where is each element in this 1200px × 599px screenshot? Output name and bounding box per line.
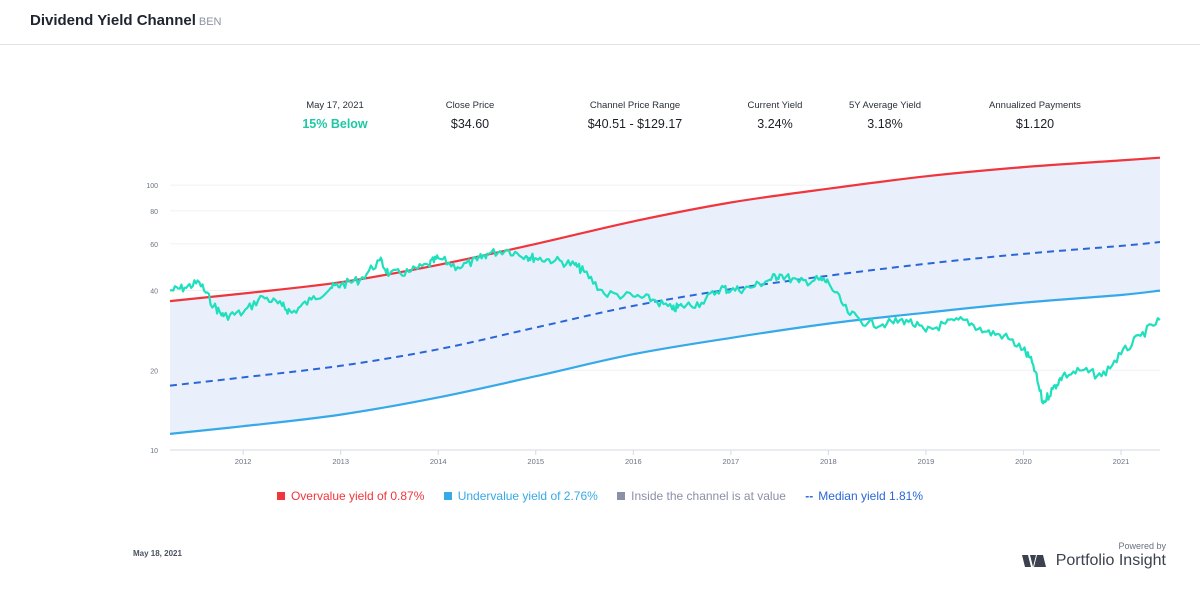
x-tick-label: 2014 [430,457,447,466]
legend-overvalue-label: Overvalue yield of 0.87% [290,489,425,503]
stat-date-label: May 17, 2021 [306,100,364,111]
x-axis-labels: 2012 2013 2014 2015 2016 2017 2018 2019 2020 2021 [170,449,1160,466]
stat-avg-label: 5Y Average Yield [848,100,921,111]
legend-median-swatch: -- [805,489,814,503]
brand-logo[interactable]: Portfolio Insight [1021,552,1166,570]
powered-by-text: Powered by [1118,541,1166,551]
stat-annual-value: $1.120 [1015,117,1055,131]
stat-annualized: Annualized Payments $1.120 [965,100,1105,131]
brand-name: Portfolio Insight [1055,552,1166,569]
stat-range-value: $40.51 - $129.17 [587,117,683,131]
undervalue-line [169,289,1161,435]
overvalue-line [169,156,1161,303]
legend-inside-label: Inside the channel is at value [631,489,786,503]
chart-legend: Overvalue yield of 0.87% Undervalue yiel… [0,489,1200,503]
stat-5y-average: 5Y Average Yield 3.18% [825,100,945,131]
stat-close-value: $34.60 [450,117,490,131]
legend-median[interactable]: -- Median yield 1.81% [805,489,923,503]
x-tick-label: 2019 [918,457,935,466]
x-tick-label: 2012 [235,457,252,466]
title-text: Dividend Yield Channel [30,12,196,29]
legend-overvalue[interactable]: Overvalue yield of 0.87% [276,489,425,503]
y-axis-labels: 10 20 40 60 80 100 [146,183,158,455]
stat-avg-value: 3.18% [867,117,903,131]
legend-median-label: Median yield 1.81% [818,489,924,503]
legend-undervalue-label: Undervalue yield of 2.76% [457,489,598,503]
stat-close-price: Close Price $34.60 [410,100,530,131]
y-tick-label: 10 [150,448,158,455]
ticker-symbol: BEN [198,16,222,28]
stat-range-label: Channel Price Range [589,100,681,111]
y-tick-label: 60 [150,242,158,249]
stat-current-yield: Current Yield 3.24% [720,100,830,131]
x-tick-label: 2017 [722,457,739,466]
y-tick-label: 40 [150,289,158,296]
legend-undervalue-swatch [443,492,452,500]
x-tick-label: 2013 [332,457,349,466]
y-tick-label: 100 [146,183,158,190]
stat-yield-value: 3.24% [757,117,793,131]
y-tick-label: 80 [150,209,158,216]
stat-date-value: 15% Below [302,117,368,131]
y-tick-label: 20 [150,368,158,375]
header-bar: Dividend Yield Channel BEN [0,0,1200,45]
legend-undervalue[interactable]: Undervalue yield of 2.76% [443,489,598,503]
stat-close-label: Close Price [445,100,495,111]
x-tick-label: 2018 [820,457,837,466]
stat-yield-label: Current Yield [747,100,803,111]
channel-fill [170,157,1160,434]
x-tick-label: 2021 [1113,457,1130,466]
x-tick-label: 2015 [527,457,544,466]
x-tick-label: 2020 [1015,457,1032,466]
page-title: Dividend Yield Channel BEN [30,12,222,29]
price-line [169,248,1161,405]
x-tick-label: 2016 [625,457,642,466]
stat-date: May 17, 2021 15% Below [280,100,390,131]
median-line [169,241,1161,387]
footer-date: May 18, 2021 [133,549,182,558]
legend-inside-swatch [617,492,626,500]
stat-annual-label: Annualized Payments [989,100,1081,111]
portfolio-insight-icon [1021,555,1046,567]
legend-inside[interactable]: Inside the channel is at value [617,489,786,503]
legend-overvalue-swatch [276,492,285,500]
stat-channel-range: Channel Price Range $40.51 - $129.17 [565,100,705,131]
